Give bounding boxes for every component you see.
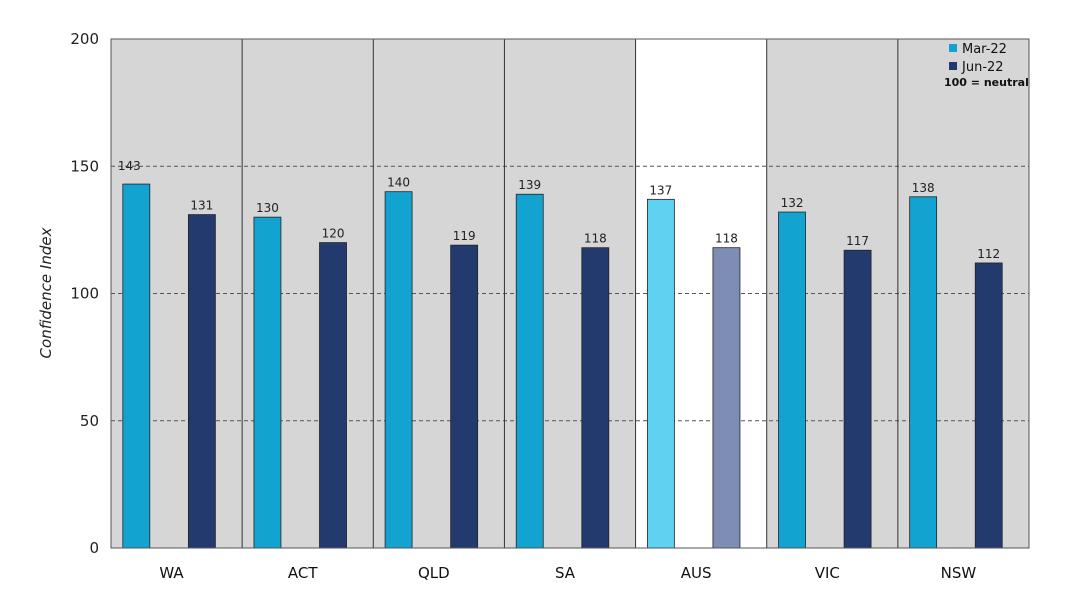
- value-label-aus-jun-22: 118: [715, 232, 738, 246]
- legend-swatch-jun-22: [949, 62, 957, 70]
- y-tick-label: 200: [70, 30, 99, 48]
- value-label-nsw-jun-22: 112: [977, 247, 1000, 261]
- bar-nsw-jun-22: [974, 262, 1003, 549]
- bar-qld-mar-22: [384, 191, 413, 549]
- bar-sa-mar-22: [515, 193, 544, 549]
- value-label-qld-jun-22: 119: [453, 229, 476, 243]
- bar-act-jun-22: [319, 242, 347, 549]
- value-label-act-mar-22: 130: [256, 201, 279, 215]
- y-tick-label: 100: [70, 285, 99, 303]
- value-label-vic-mar-22: 132: [781, 196, 804, 210]
- bars: [122, 183, 1003, 549]
- y-tick-label: 0: [89, 539, 99, 557]
- bar-aus-jun-22: [712, 247, 741, 549]
- value-label-wa-mar-22: 143: [118, 159, 141, 173]
- x-tick-label-vic: VIC: [815, 564, 840, 582]
- value-label-qld-mar-22: 140: [387, 176, 410, 190]
- bar-wa-mar-22: [122, 183, 151, 549]
- value-label-sa-mar-22: 139: [518, 178, 541, 192]
- value-label-vic-jun-22: 117: [846, 234, 869, 248]
- y-axis: 0 50 100 150 200: [70, 30, 99, 557]
- legend-swatch-mar-22: [949, 44, 957, 52]
- value-label-sa-jun-22: 118: [584, 232, 607, 246]
- bar-wa-jun-22: [187, 214, 216, 549]
- y-tick-label: 150: [70, 157, 99, 175]
- value-label-wa-jun-22: 131: [190, 199, 213, 213]
- bar-qld-jun-22: [450, 244, 479, 549]
- legend-label-mar-22: Mar-22: [962, 42, 1007, 57]
- x-axis: WA ACT QLD SA AUS VIC NSW: [159, 564, 976, 582]
- bar-nsw-mar-22: [909, 196, 938, 549]
- value-labels: 143 131 130 120 140 119 139 118 137 118 132 117 138 1…: [118, 159, 1000, 261]
- bar-sa-jun-22: [581, 247, 610, 549]
- bar-vic-jun-22: [843, 249, 872, 549]
- x-tick-label-act: ACT: [288, 564, 318, 582]
- bar-aus-mar-22: [646, 198, 675, 549]
- x-tick-label-qld: QLD: [418, 564, 450, 582]
- category-dividers: [241, 39, 899, 548]
- x-tick-label-wa: WA: [159, 564, 184, 582]
- legend: Mar-22 Jun-22 100 = neutral: [944, 42, 1029, 89]
- plot-border: [110, 38, 1030, 549]
- y-axis-title: Confidence Index: [37, 227, 55, 358]
- x-tick-label-sa: SA: [555, 564, 576, 582]
- gridlines: [111, 165, 1029, 422]
- legend-note: 100 = neutral: [944, 76, 1029, 89]
- value-label-act-jun-22: 120: [322, 227, 345, 241]
- bar-act-mar-22: [253, 216, 282, 549]
- x-tick-label-nsw: NSW: [941, 564, 977, 582]
- y-tick-label: 50: [80, 412, 99, 430]
- x-tick-label-aus: AUS: [681, 564, 712, 582]
- value-label-nsw-mar-22: 138: [912, 181, 935, 195]
- legend-label-jun-22: Jun-22: [961, 60, 1004, 75]
- value-label-aus-mar-22: 137: [649, 183, 672, 197]
- bar-vic-mar-22: [778, 211, 806, 549]
